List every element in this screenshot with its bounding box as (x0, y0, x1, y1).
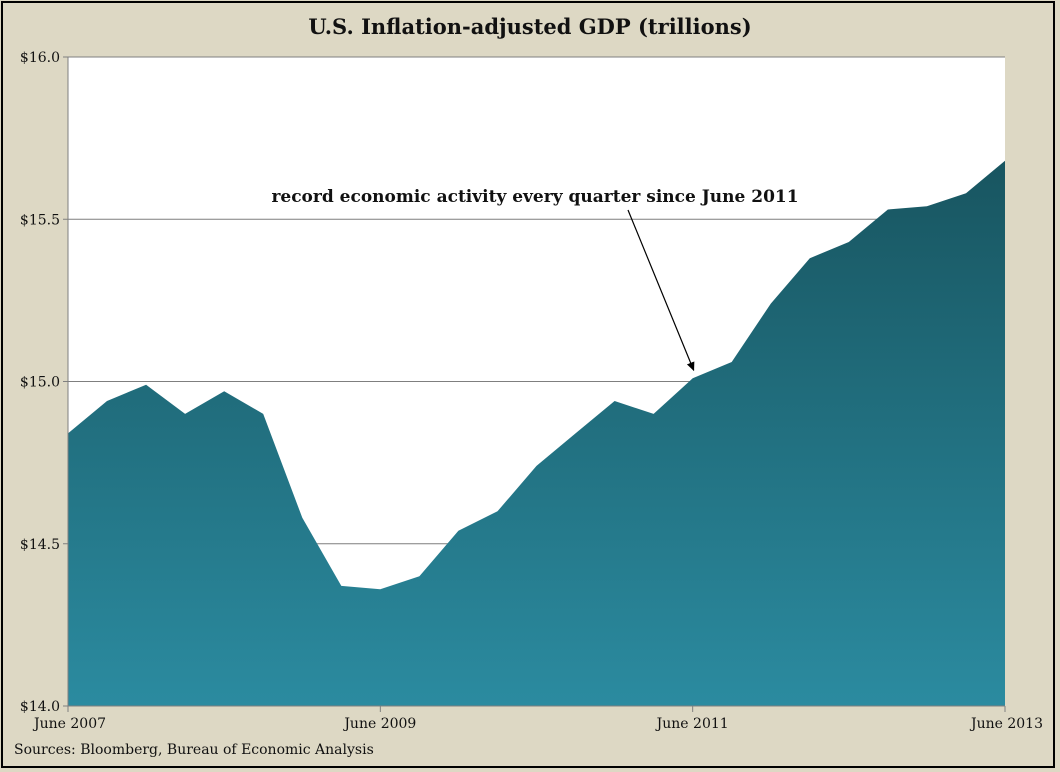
y-tick-label: $15.0 (20, 375, 60, 391)
y-tick-label: $14.0 (20, 699, 60, 715)
x-tick-label: June 2013 (969, 716, 1043, 732)
source-note: Sources: Bloomberg, Bureau of Economic A… (14, 742, 374, 758)
y-tick-label: $14.5 (20, 537, 60, 553)
x-tick-label: June 2011 (655, 716, 729, 732)
x-tick-label: June 2009 (342, 716, 416, 732)
x-tick-label: June 2007 (32, 716, 106, 732)
gdp-area-series (68, 160, 1005, 707)
annotation-arrow (627, 209, 695, 372)
y-tick-label: $16.0 (20, 50, 60, 66)
chart-title: U.S. Inflation-adjusted GDP (trillions) (308, 14, 752, 39)
y-tick-label: $15.5 (20, 212, 60, 228)
annotation-label: record economic activity every quarter s… (271, 187, 798, 207)
